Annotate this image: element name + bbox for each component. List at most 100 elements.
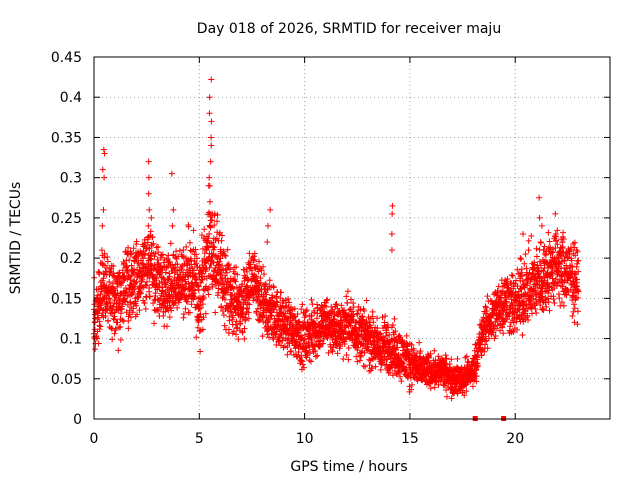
data-point [152, 290, 159, 297]
data-point [536, 246, 543, 253]
data-point [556, 295, 563, 302]
data-point [300, 364, 307, 371]
data-point [218, 237, 225, 244]
data-point [312, 348, 319, 355]
data-point [517, 255, 524, 262]
data-point [408, 386, 415, 393]
data-point [118, 306, 125, 313]
data-point [278, 289, 285, 296]
data-point [134, 311, 141, 318]
data-point [328, 347, 335, 354]
data-point [254, 277, 261, 284]
data-point [136, 307, 143, 314]
data-point [377, 366, 384, 373]
data-point [191, 293, 198, 300]
data-point [233, 264, 240, 271]
data-point [245, 315, 252, 322]
data-point [392, 328, 399, 335]
data-point [363, 297, 370, 304]
data-point [128, 272, 135, 279]
data-point [232, 321, 239, 328]
data-point [485, 335, 492, 342]
data-point [314, 352, 321, 359]
data-point [361, 349, 368, 356]
data-point [110, 303, 117, 310]
data-point [343, 293, 350, 300]
data-point [345, 345, 352, 352]
x-tick-label: 15 [401, 431, 419, 447]
data-point [366, 362, 373, 369]
data-point [366, 356, 373, 363]
data-point [137, 290, 144, 297]
data-point [258, 267, 265, 274]
data-point [237, 287, 244, 294]
data-point [294, 311, 301, 318]
data-point [211, 210, 218, 217]
data-point [417, 348, 424, 355]
data-point [180, 247, 187, 254]
data-point [145, 222, 152, 229]
data-point [286, 307, 293, 314]
data-point [354, 358, 361, 365]
data-point [220, 248, 227, 255]
data-point [206, 198, 213, 205]
data-point [99, 310, 106, 317]
data-point [226, 313, 233, 320]
data-point [188, 257, 195, 264]
data-point [518, 256, 525, 263]
data-point [109, 336, 116, 343]
data-point [299, 301, 306, 308]
data-point [230, 286, 237, 293]
data-point [379, 314, 386, 321]
data-point [223, 289, 230, 296]
data-point [180, 314, 187, 321]
data-point [197, 311, 204, 318]
data-point [151, 261, 158, 268]
data-point [96, 326, 103, 333]
data-point [251, 256, 258, 263]
data-point [108, 309, 115, 316]
data-point [287, 307, 294, 314]
data-point [227, 308, 234, 315]
data-point [199, 301, 206, 308]
data-point [208, 134, 215, 141]
data-point [382, 333, 389, 340]
data-point [287, 310, 294, 317]
data-point [241, 335, 248, 342]
data-point [145, 190, 152, 197]
data-point [241, 325, 248, 332]
data-point [570, 308, 577, 315]
data-point [166, 259, 173, 266]
data-point [354, 311, 361, 318]
data-point [416, 339, 423, 346]
data-point [217, 266, 224, 273]
data-point [250, 257, 257, 264]
data-point [97, 291, 104, 298]
data-point [173, 248, 180, 255]
data-point [188, 301, 195, 308]
data-point [113, 300, 120, 307]
data-point [192, 271, 199, 278]
data-point [155, 307, 162, 314]
data-point [100, 206, 107, 213]
data-point [389, 322, 396, 329]
data-point [146, 284, 153, 291]
chart-title: Day 018 of 2026, SRMTID for receiver maj… [197, 21, 501, 37]
data-point [99, 222, 106, 229]
data-point [128, 262, 135, 269]
data-point [126, 273, 133, 280]
data-point [250, 253, 257, 260]
data-point [212, 236, 219, 243]
data-point [136, 264, 143, 271]
data-point [288, 348, 295, 355]
data-point [127, 251, 134, 258]
data-point [209, 217, 216, 224]
data-point [274, 299, 281, 306]
data-point [389, 210, 396, 217]
data-point [341, 307, 348, 314]
data-point [478, 352, 485, 359]
data-point [122, 298, 129, 305]
data-point [190, 290, 197, 297]
data-point [571, 305, 578, 312]
data-point [253, 308, 260, 315]
